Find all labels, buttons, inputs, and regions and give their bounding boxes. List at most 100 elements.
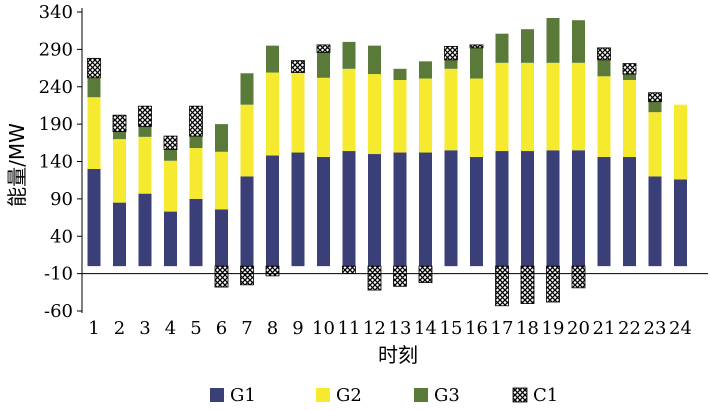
x-tick-label-16: 16 bbox=[465, 318, 488, 339]
bar-g1-24 bbox=[674, 179, 687, 267]
bar-g1-20 bbox=[572, 150, 585, 267]
y-axis-title: 能量/MW bbox=[5, 123, 29, 207]
bar-g3-2 bbox=[113, 131, 126, 140]
bar-g3-1 bbox=[87, 77, 101, 98]
legend-label-c1: C1 bbox=[533, 385, 558, 406]
y-tick-label--60: -60 bbox=[44, 301, 73, 322]
bar-g3-12 bbox=[368, 45, 381, 75]
bar-g1-8 bbox=[266, 155, 279, 267]
bar-c1-19 bbox=[546, 265, 560, 303]
legend-swatch-g2 bbox=[316, 388, 330, 402]
bar-g2-22 bbox=[623, 80, 636, 158]
bar-g3-10 bbox=[317, 52, 330, 78]
bar-c1-6 bbox=[214, 265, 229, 288]
bar-c1-7 bbox=[240, 265, 254, 286]
legend-swatch-g1 bbox=[210, 388, 224, 402]
legend-item-g3: G3 bbox=[414, 385, 460, 406]
bar-g2-12 bbox=[368, 74, 381, 155]
bar-g3-4 bbox=[164, 149, 177, 161]
bar-g2-23 bbox=[648, 112, 662, 177]
x-tick-label-23: 23 bbox=[644, 318, 667, 339]
bar-g2-4 bbox=[164, 160, 177, 212]
bar-g2-5 bbox=[189, 148, 203, 199]
bar-g3-7 bbox=[240, 73, 254, 105]
bar-g1-5 bbox=[189, 198, 203, 267]
bar-g1-21 bbox=[597, 157, 611, 267]
bar-g3-8 bbox=[266, 45, 279, 73]
bar-g2-18 bbox=[521, 62, 534, 152]
bar-g2-14 bbox=[419, 78, 432, 153]
legend-item-g2: G2 bbox=[316, 385, 362, 406]
x-tick-label-4: 4 bbox=[165, 318, 176, 339]
bar-c1-11 bbox=[342, 265, 356, 275]
bar-g3-23 bbox=[648, 101, 662, 113]
x-tick-label-5: 5 bbox=[190, 318, 201, 339]
bar-g3-16 bbox=[470, 47, 483, 79]
legend-swatch-c1 bbox=[512, 387, 528, 403]
bar-c1-21 bbox=[597, 47, 611, 61]
bar-g1-17 bbox=[495, 151, 509, 267]
bar-c1-10 bbox=[316, 44, 331, 53]
bar-g3-17 bbox=[495, 33, 509, 63]
bar-g1-12 bbox=[368, 154, 381, 267]
bar-g1-16 bbox=[470, 157, 483, 267]
bar-g2-2 bbox=[113, 139, 126, 203]
x-tick-label-22: 22 bbox=[618, 318, 641, 339]
bar-g2-8 bbox=[266, 72, 279, 156]
bar-g3-22 bbox=[623, 74, 636, 81]
bar-g1-14 bbox=[419, 152, 432, 267]
bar-g1-3 bbox=[138, 193, 152, 267]
bar-c1-23 bbox=[648, 92, 662, 103]
y-tick-label-240: 240 bbox=[39, 77, 73, 98]
bar-g1-1 bbox=[87, 168, 101, 267]
bar-g2-10 bbox=[317, 77, 330, 158]
bar-g3-3 bbox=[138, 126, 152, 137]
bar-g3-21 bbox=[597, 59, 611, 77]
bar-g1-22 bbox=[623, 157, 636, 267]
y-tick-label-140: 140 bbox=[39, 152, 73, 173]
x-tick-label-7: 7 bbox=[241, 318, 252, 339]
bar-g3-20 bbox=[572, 20, 585, 63]
x-tick-label-15: 15 bbox=[440, 318, 463, 339]
bar-g2-3 bbox=[138, 136, 152, 194]
bar-g2-13 bbox=[393, 80, 407, 153]
bar-g1-18 bbox=[521, 151, 534, 267]
bar-g1-9 bbox=[291, 152, 305, 267]
bar-g3-5 bbox=[189, 136, 203, 149]
x-tick-label-24: 24 bbox=[669, 318, 692, 339]
bar-g1-11 bbox=[342, 151, 356, 267]
bar-g2-20 bbox=[572, 62, 585, 151]
x-tick-label-19: 19 bbox=[542, 318, 565, 339]
x-tick-label-8: 8 bbox=[267, 318, 278, 339]
y-tick-label-190: 190 bbox=[39, 114, 73, 135]
bar-c1-12 bbox=[367, 265, 382, 291]
legend: G1 G2 G3 C1 bbox=[210, 385, 558, 406]
bar-g2-17 bbox=[495, 62, 509, 152]
y-tick-label-290: 290 bbox=[39, 39, 73, 60]
x-tick-label-18: 18 bbox=[516, 318, 539, 339]
bar-c1-18 bbox=[520, 265, 535, 304]
bar-g2-6 bbox=[215, 151, 228, 210]
x-tick-label-12: 12 bbox=[363, 318, 386, 339]
y-tick-label-40: 40 bbox=[50, 226, 73, 247]
bar-g2-7 bbox=[240, 104, 254, 177]
bar-c1-16 bbox=[469, 44, 484, 49]
bar-g3-18 bbox=[521, 29, 534, 63]
x-tick-label-13: 13 bbox=[389, 318, 412, 339]
legend-item-g1: G1 bbox=[210, 385, 256, 406]
x-tick-label-20: 20 bbox=[567, 318, 590, 339]
legend-swatch-g3 bbox=[414, 388, 428, 402]
bar-g2-24 bbox=[674, 104, 687, 180]
x-tick-label-21: 21 bbox=[593, 318, 616, 339]
y-tick-label-90: 90 bbox=[50, 189, 73, 210]
bar-c1-14 bbox=[418, 265, 433, 283]
bar-c1-22 bbox=[622, 63, 637, 75]
x-tick-label-3: 3 bbox=[139, 318, 150, 339]
bar-g1-4 bbox=[164, 211, 177, 267]
bar-c1-5 bbox=[189, 105, 203, 137]
bar-g3-13 bbox=[393, 68, 407, 81]
bar-g2-19 bbox=[546, 62, 560, 151]
bar-c1-4 bbox=[163, 135, 178, 150]
bar-c1-20 bbox=[571, 265, 586, 289]
